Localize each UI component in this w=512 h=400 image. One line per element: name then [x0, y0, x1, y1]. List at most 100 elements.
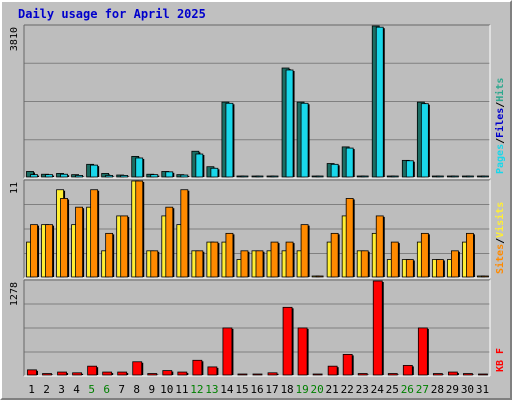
bar-files-29 [451, 175, 459, 178]
bar-sites-1-face [30, 224, 38, 278]
bar-files-1 [30, 174, 39, 178]
bar-sites-8-shadow [142, 182, 145, 277]
bar-sites-21 [330, 232, 340, 278]
bar-sites-3-shadow [67, 199, 70, 277]
x-tick-label: 23 [356, 383, 369, 396]
bar-kb-f-6 [102, 371, 114, 376]
x-tick-label: 22 [341, 383, 354, 396]
bar-sites-8 [135, 180, 145, 278]
bar-files-6-shadow [112, 176, 115, 177]
bar-kb-f-2 [42, 373, 54, 376]
bar-sites-13 [210, 241, 220, 278]
bar-files-25 [390, 175, 399, 178]
bar-kb-f-1-face [27, 369, 37, 376]
bar-kb-f-7-face [117, 371, 128, 376]
bar-files-3-face [60, 173, 68, 178]
legend-hits: Hits [494, 78, 506, 102]
x-tick-label: 21 [326, 383, 339, 396]
bar-files-18-face [285, 69, 294, 178]
bar-sites-5 [90, 189, 100, 278]
bar-sites-11 [180, 189, 190, 278]
bar-sites-8-face [135, 180, 144, 278]
bar-kb-f-10-face [162, 370, 173, 376]
bar-kb-f-6-shadow [111, 373, 114, 375]
bar-sites-22-shadow [353, 199, 355, 277]
bar-files-14-shadow [232, 104, 235, 177]
bar-files-9-face [150, 174, 159, 178]
x-tick-label: 26 [401, 383, 414, 396]
bar-sites-18 [285, 241, 295, 278]
bar-sites-4-face [75, 206, 83, 278]
bar-sites-21-shadow [338, 234, 340, 277]
bar-files-21 [330, 163, 340, 178]
bar-files-22 [345, 147, 355, 178]
bar-kb-f-29-face [448, 371, 458, 376]
y-max-label: 3810 [9, 27, 20, 51]
bar-kb-f-21-shadow [337, 367, 339, 375]
bar-sites-4 [75, 206, 85, 278]
bar-kb-f-26 [402, 365, 414, 376]
bar-sites-29 [451, 250, 460, 278]
bar-files-5-face [90, 164, 99, 178]
bar-sites-15-face [240, 250, 249, 278]
bar-kb-f-15-face [237, 373, 248, 376]
bar-kb-f-19-shadow [307, 328, 309, 375]
bar-sites-2-shadow [52, 225, 55, 277]
x-tick-label: 18 [280, 383, 293, 396]
bar-sites-14-face [225, 232, 234, 278]
bar-kb-f-28-face [432, 373, 443, 376]
bar-sites-25-face [390, 241, 399, 278]
bar-kb-f-16-face [252, 373, 263, 376]
bar-files-7-face [120, 175, 129, 178]
bar-kb-f-24-face [372, 280, 383, 376]
bar-files-24 [375, 26, 385, 178]
bar-kb-f-9-face [147, 373, 158, 376]
bar-files-3-shadow [67, 175, 70, 177]
bar-sites-30 [466, 232, 475, 278]
bar-files-24-face [375, 26, 384, 178]
bar-kb-f-12-face [192, 359, 203, 376]
bar-kb-f-18-face [282, 306, 293, 376]
bar-files-6 [105, 175, 115, 178]
bar-sites-16-face [255, 250, 264, 278]
bar-sites-14 [225, 232, 235, 278]
bar-kb-f-5-shadow [96, 367, 99, 375]
bar-sites-31 [481, 275, 489, 278]
bar-files-2 [45, 174, 55, 178]
bar-sites-23 [360, 250, 370, 278]
bar-kb-f-23-face [357, 373, 368, 376]
bar-kb-f-10 [162, 370, 174, 376]
bar-sites-29-face [451, 250, 459, 278]
bar-sites-11-face [180, 189, 189, 278]
bar-sites-26 [405, 259, 415, 278]
bar-kb-f-18-shadow [292, 308, 294, 375]
bar-kb-f-17-shadow [277, 373, 279, 375]
legend-separator: / [495, 102, 506, 108]
bar-files-13 [210, 167, 220, 178]
bar-files-29-face [451, 175, 459, 178]
bar-sites-13-face [210, 241, 219, 278]
bar-kb-f-2-face [42, 373, 52, 376]
bar-files-16-face [255, 175, 264, 178]
bar-sites-28-shadow [443, 260, 445, 277]
bar-sites-30-face [466, 232, 474, 278]
bar-kb-f-18 [282, 306, 294, 376]
bar-sites-4-shadow [82, 208, 85, 277]
bar-files-17-face [270, 175, 279, 178]
x-tick-label: 25 [386, 383, 399, 396]
bar-kb-f-15 [237, 373, 248, 376]
bar-files-9 [150, 174, 160, 178]
bar-kb-f-11-shadow [186, 373, 189, 375]
bar-sites-17-face [270, 241, 279, 278]
bar-files-9-shadow [157, 175, 160, 177]
x-tick-label: 6 [103, 383, 110, 396]
bar-files-8 [135, 157, 145, 178]
legend-label: Pages/Files/Hits [494, 78, 506, 174]
bar-sites-10-shadow [172, 208, 175, 277]
bar-sites-19 [300, 224, 310, 278]
bar-sites-24 [375, 215, 385, 278]
bar-files-7-shadow [127, 176, 130, 177]
bar-sites-15 [240, 250, 250, 278]
bar-sites-25-shadow [398, 243, 400, 277]
bar-kb-f-26-shadow [412, 366, 414, 375]
